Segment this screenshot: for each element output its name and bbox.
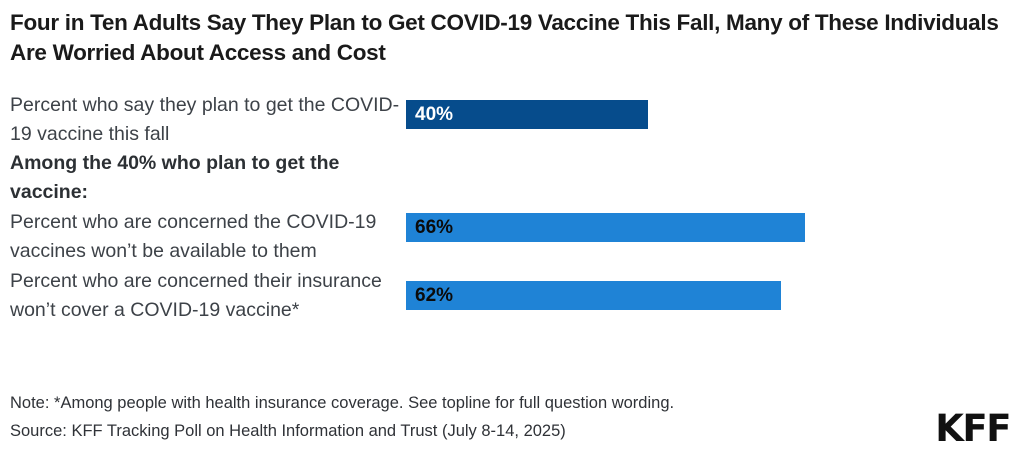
footnote: Note: *Among people with health insuranc…: [10, 394, 675, 412]
bar-label-concern-insurance: Percent who are concerned their insuranc…: [10, 270, 382, 321]
bar-plan-fall: 40%: [406, 100, 648, 129]
bar-concern-insurance: 62%: [406, 281, 781, 310]
bar-concern-availability: 66%: [406, 213, 805, 242]
source-line: Source: KFF Tracking Poll on Health Info…: [10, 422, 566, 440]
chart-title: Four in Ten Adults Say They Plan to Get …: [10, 10, 999, 65]
bar-label-plan-fall: Percent who say they plan to get the COV…: [10, 94, 400, 145]
kff-logo: KFF: [935, 407, 1011, 450]
bar-label-concern-availability: Percent who are concerned the COVID-19 v…: [10, 211, 377, 262]
section-header-among-40: Among the 40% who plan to get the vaccin…: [10, 152, 340, 203]
